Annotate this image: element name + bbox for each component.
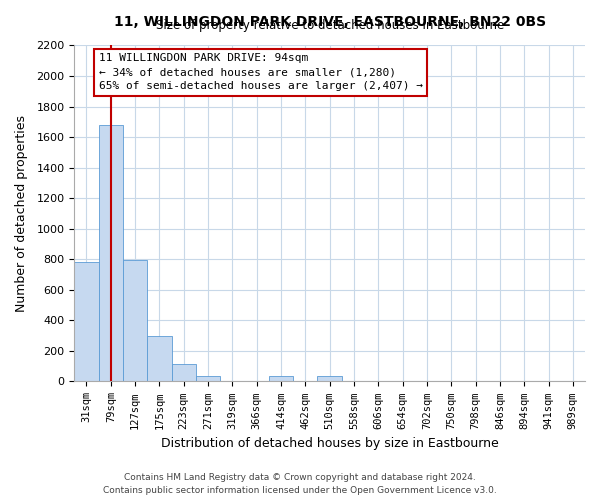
- Text: Contains HM Land Registry data © Crown copyright and database right 2024.
Contai: Contains HM Land Registry data © Crown c…: [103, 474, 497, 495]
- Bar: [147, 336, 172, 382]
- Bar: [196, 376, 220, 382]
- Bar: [98, 125, 123, 382]
- Text: Size of property relative to detached houses in Eastbourne: Size of property relative to detached ho…: [155, 19, 504, 32]
- Text: 11 WILLINGDON PARK DRIVE: 94sqm
← 34% of detached houses are smaller (1,280)
65%: 11 WILLINGDON PARK DRIVE: 94sqm ← 34% of…: [98, 53, 422, 91]
- Bar: [123, 260, 147, 382]
- Bar: [317, 376, 342, 382]
- Bar: [74, 262, 98, 382]
- Title: 11, WILLINGDON PARK DRIVE, EASTBOURNE, BN22 0BS: 11, WILLINGDON PARK DRIVE, EASTBOURNE, B…: [113, 15, 546, 29]
- X-axis label: Distribution of detached houses by size in Eastbourne: Distribution of detached houses by size …: [161, 437, 499, 450]
- Bar: [269, 376, 293, 382]
- Bar: [172, 364, 196, 382]
- Y-axis label: Number of detached properties: Number of detached properties: [15, 115, 28, 312]
